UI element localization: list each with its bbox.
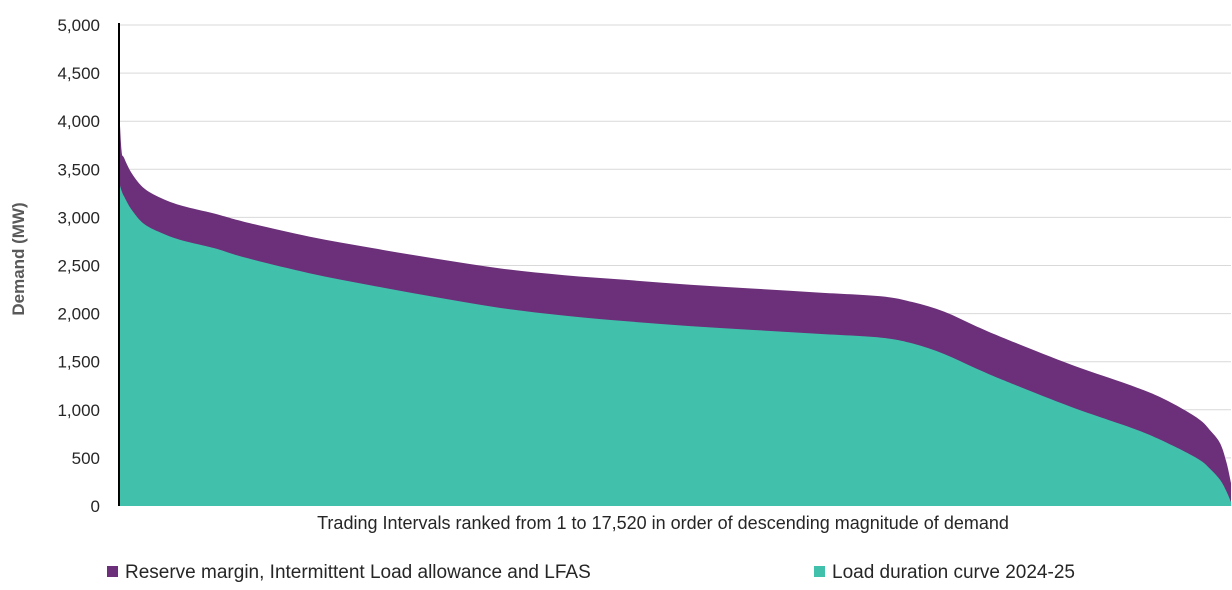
y-tick-label: 5,000 xyxy=(57,16,100,35)
y-tick-label: 500 xyxy=(72,449,100,468)
y-tick-label: 2,000 xyxy=(57,305,100,324)
y-tick-label: 0 xyxy=(91,497,100,516)
y-tick-label: 3,000 xyxy=(57,208,100,227)
legend-item-reserve-margin: Reserve margin, Intermittent Load allowa… xyxy=(107,562,591,583)
y-tick-label: 1,000 xyxy=(57,401,100,420)
y-tick-label: 4,500 xyxy=(57,64,100,83)
legend-swatch-load-duration xyxy=(814,566,825,577)
y-tick-label: 2,500 xyxy=(57,257,100,276)
legend-swatch-reserve-margin xyxy=(107,566,118,577)
legend-item-load-duration: Load duration curve 2024-25 xyxy=(814,562,1075,583)
y-tick-label: 4,000 xyxy=(57,112,100,131)
y-axis-ticks: 0 500 1,000 1,500 2,000 2,500 3,000 3,500 4,000 4… xyxy=(57,16,100,516)
legend: Reserve margin, Intermittent Load allowa… xyxy=(107,562,1075,583)
y-axis-title: Demand (MW) xyxy=(9,202,28,315)
legend-label-load-duration: Load duration curve 2024-25 xyxy=(832,562,1075,583)
x-axis-title: Trading Intervals ranked from 1 to 17,52… xyxy=(317,513,1009,533)
y-tick-label: 3,500 xyxy=(57,160,100,179)
area-load-duration xyxy=(119,181,1231,506)
y-tick-label: 1,500 xyxy=(57,353,100,372)
legend-label-reserve-margin: Reserve margin, Intermittent Load allowa… xyxy=(125,562,591,583)
